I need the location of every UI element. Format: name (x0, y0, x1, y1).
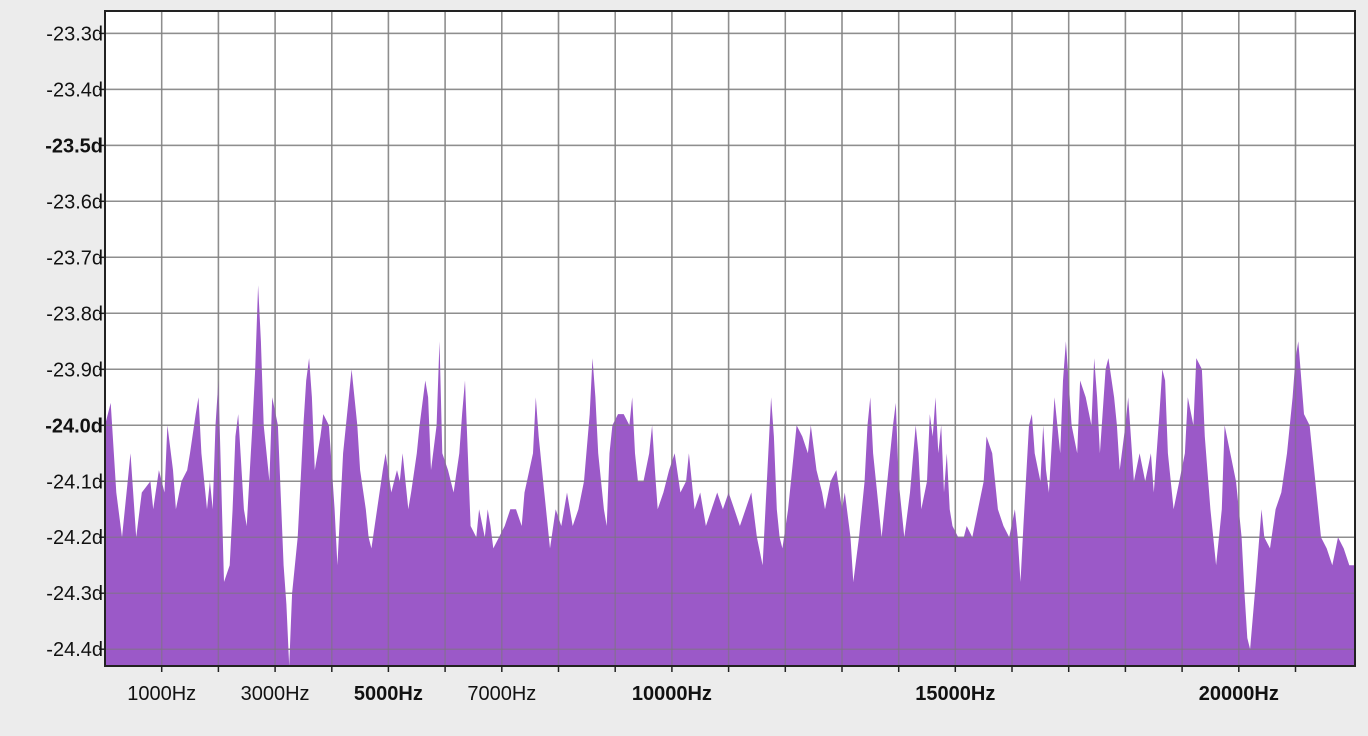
x-tick-label: 10000Hz (632, 683, 712, 705)
y-tick-label: -23.6d (46, 191, 103, 213)
y-tick-label: -23.7d (46, 247, 103, 269)
x-tick-label: 5000Hz (354, 683, 423, 705)
y-tick-label: -23.5d (45, 135, 103, 157)
y-tick-label: -23.9d (46, 359, 103, 381)
y-tick-label: -23.4d (46, 79, 103, 101)
y-tick-label: -24.1d (46, 471, 103, 493)
x-tick-label: 20000Hz (1199, 683, 1279, 705)
x-axis-labels: 1000Hz 3000Hz 5000Hz 7000Hz 10000Hz 15000Hz 20… (127, 683, 1279, 705)
spectrum-area (105, 285, 1355, 666)
y-tick-label: -24.0d (45, 415, 103, 437)
y-tick-label: -24.3d (46, 583, 103, 605)
y-tick-label: -24.4d (46, 639, 103, 661)
grid-lines-overlay (105, 11, 1355, 666)
y-tick-label: -23.3d (46, 23, 103, 45)
x-tick-label: 1000Hz (127, 683, 196, 705)
y-axis-labels: -23.3d -23.4d -23.5d -23.6d -23.7d -23.8d -23.… (45, 23, 103, 661)
y-tick-label: -23.8d (46, 303, 103, 325)
plot-frame (104, 10, 1356, 667)
x-tick-label: 15000Hz (915, 683, 995, 705)
x-tick-label: 3000Hz (241, 683, 310, 705)
x-tick-label: 7000Hz (467, 683, 536, 705)
y-tick-label: -24.2d (46, 527, 103, 549)
